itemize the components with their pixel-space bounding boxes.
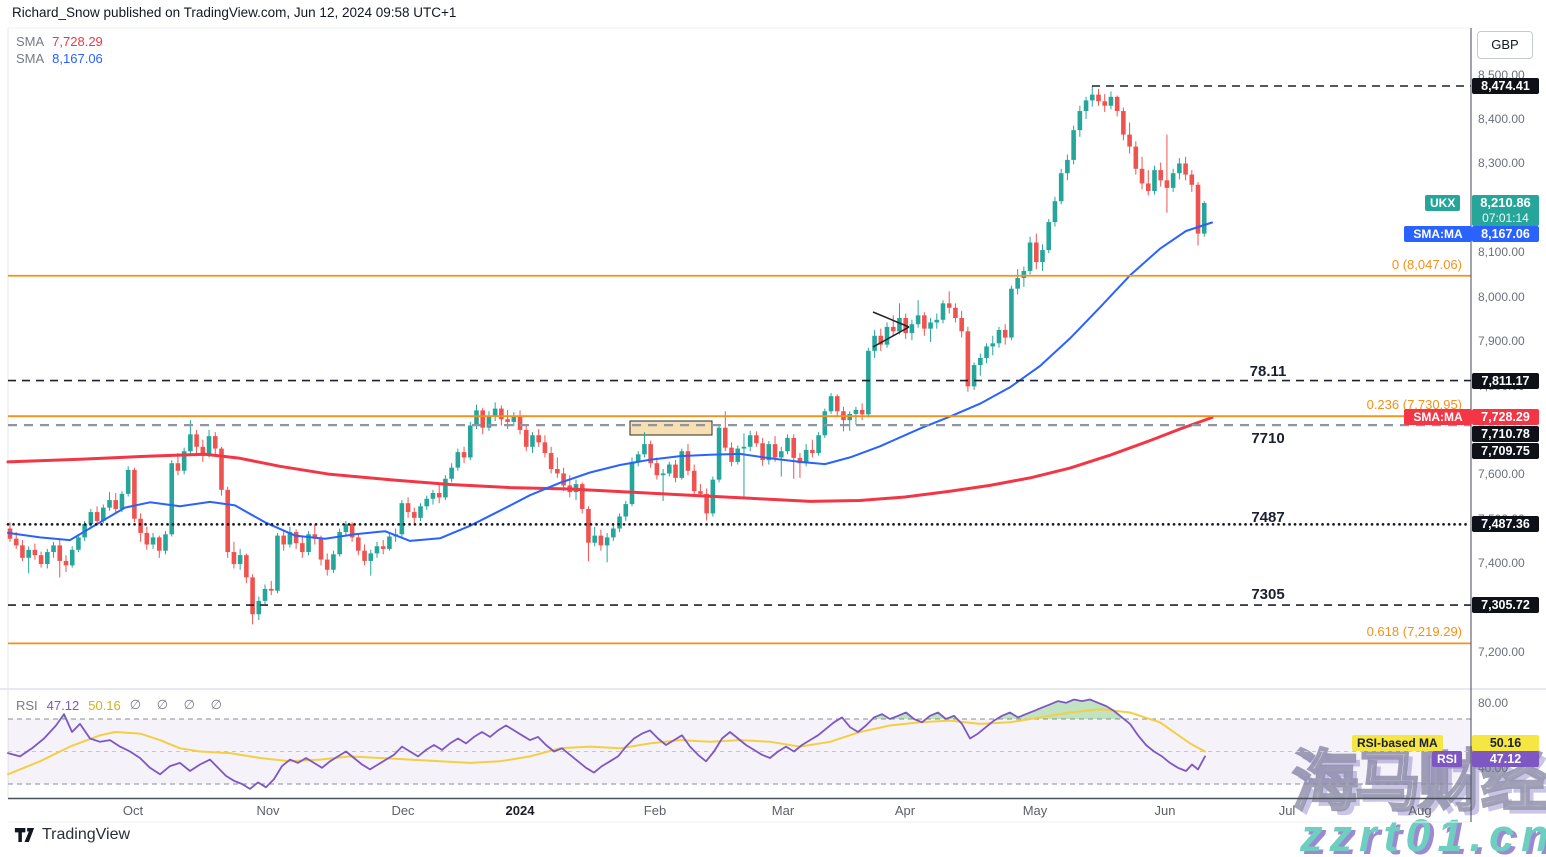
month-label-jul: Jul bbox=[1278, 803, 1296, 818]
legend-sma-fast[interactable]: SMA 7,728.29 bbox=[16, 34, 103, 49]
month-label-jun: Jun bbox=[1154, 803, 1176, 818]
rsi-marker: 47.12 bbox=[1472, 751, 1539, 767]
marked-level-price: 7,487.36 bbox=[1472, 516, 1539, 532]
sma-slow-tag: SMA:MA bbox=[1404, 226, 1472, 242]
month-label-oct: Oct bbox=[122, 803, 144, 818]
price-tick: 7,900.00 bbox=[1478, 334, 1525, 349]
marked-level-price: 7,305.72 bbox=[1472, 597, 1539, 613]
price-tick: 7,600.00 bbox=[1478, 467, 1525, 482]
legend-sma-fast-title: SMA bbox=[16, 34, 45, 49]
sma-fast-tag: SMA:MA bbox=[1404, 409, 1472, 425]
marked-level-price: 7,709.75 bbox=[1472, 443, 1539, 459]
rsi-legend-ma-value: 50.16 bbox=[88, 697, 121, 713]
fib-level-label: 0.236 (7,730.95) bbox=[1366, 397, 1462, 413]
month-label-aug: Aug bbox=[1408, 803, 1432, 818]
legend-sma-slow[interactable]: SMA 8,167.06 bbox=[16, 51, 103, 66]
month-label-nov: Nov bbox=[256, 803, 280, 818]
price-tick: 8,300.00 bbox=[1478, 156, 1525, 171]
rsi-ma-marker: 50.16 bbox=[1472, 735, 1539, 751]
publisher-line: Richard_Snow published on TradingView.co… bbox=[12, 5, 457, 20]
rsi-ma-tag: RSI-based MA bbox=[1352, 735, 1443, 751]
rsi-legend[interactable]: RSI 47.12 50.16 ∅ ∅ ∅ ∅ bbox=[16, 697, 228, 713]
legend-sma-slow-value: 8,167.06 bbox=[52, 51, 103, 66]
symbol-tag: UKX bbox=[1425, 195, 1461, 211]
tradingview-brand-text: TradingView bbox=[42, 826, 131, 843]
month-label-apr: Apr bbox=[894, 803, 916, 818]
rsi-legend-title: RSI bbox=[16, 697, 38, 713]
bar-countdown: 07:01:14 bbox=[1482, 211, 1529, 225]
rsi-tag: RSI bbox=[1432, 751, 1463, 767]
annotation-7487-label: 7487 bbox=[1251, 509, 1285, 526]
price-tick: 7,200.00 bbox=[1478, 644, 1525, 659]
month-label-may: May bbox=[1022, 803, 1048, 818]
annotation-7710-label: 7710 bbox=[1251, 430, 1285, 447]
month-label-feb: Feb bbox=[643, 803, 667, 818]
rsi-legend-empty-params: ∅ ∅ ∅ ∅ bbox=[129, 697, 228, 712]
tradingview-logo-icon bbox=[14, 826, 35, 844]
price-tick: 7,400.00 bbox=[1478, 556, 1525, 571]
legend-sma-fast-value: 7,728.29 bbox=[52, 34, 103, 49]
legend-sma-slow-title: SMA bbox=[16, 51, 45, 66]
last-price-value: 8,210.86 bbox=[1480, 195, 1531, 210]
annotation-7811-label: 78.11 bbox=[1249, 363, 1287, 380]
marked-level-price: 8,474.41 bbox=[1472, 78, 1539, 94]
tradingview-attribution[interactable]: TradingView bbox=[14, 826, 130, 844]
sma-fast-marker: 7,728.29 bbox=[1472, 409, 1539, 425]
fib-level-label: 0.618 (7,219.29) bbox=[1366, 624, 1462, 640]
rsi-legend-value: 47.12 bbox=[46, 697, 80, 713]
sma-slow-marker: 8,167.06 bbox=[1472, 226, 1539, 242]
marked-level-price: 7,710.78 bbox=[1472, 426, 1539, 442]
month-label-2024: 2024 bbox=[505, 803, 535, 818]
month-label-dec: Dec bbox=[391, 803, 415, 818]
price-tick: 8,400.00 bbox=[1478, 112, 1525, 127]
annotation-7305-label: 7305 bbox=[1251, 586, 1285, 603]
month-label-mar: Mar bbox=[771, 803, 795, 818]
rsi-tick: 80.00 bbox=[1478, 695, 1509, 710]
marked-level-price: 7,811.17 bbox=[1472, 373, 1539, 389]
price-tick: 8,000.00 bbox=[1478, 289, 1525, 304]
last-price-marker: 8,210.86 07:01:14 bbox=[1472, 195, 1539, 226]
currency-button[interactable]: GBP bbox=[1477, 31, 1533, 59]
price-tick: 8,100.00 bbox=[1478, 245, 1525, 260]
fib-level-label: 0 (8,047.06) bbox=[1391, 256, 1462, 272]
